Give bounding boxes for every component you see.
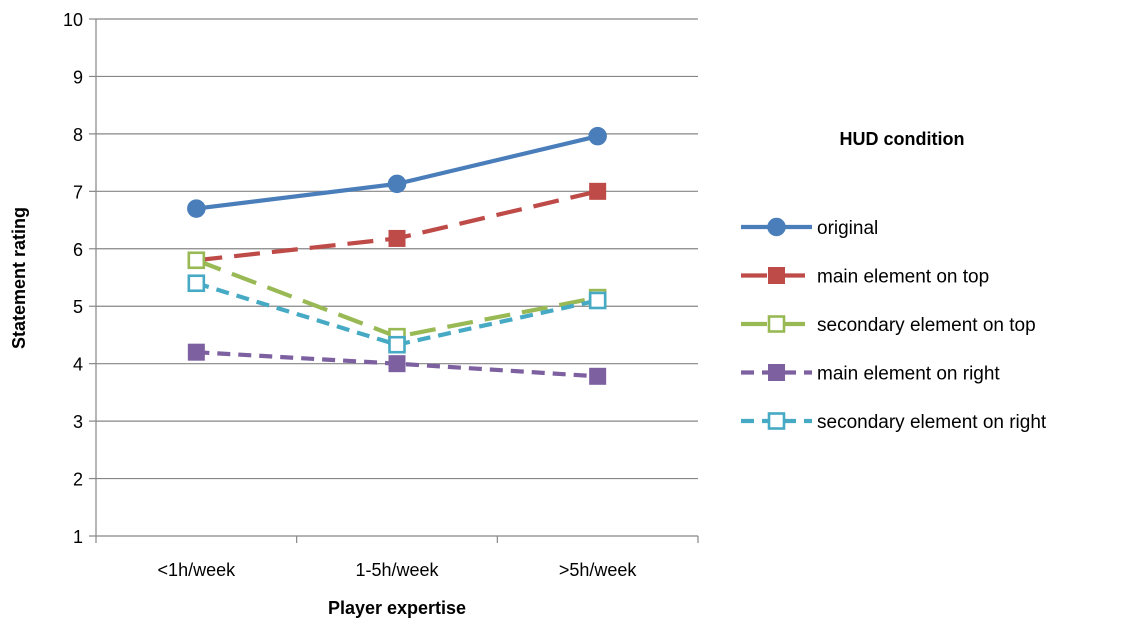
legend: HUD condition original main element on to… — [741, 129, 1047, 433]
series-2 — [187, 182, 607, 269]
data-point — [187, 251, 206, 270]
legend-label: main element on right — [817, 364, 1000, 385]
data-point — [588, 126, 607, 146]
series-group — [187, 126, 607, 385]
legend-item: secondary element on top — [741, 315, 1036, 336]
legend-label: secondary element on top — [817, 315, 1036, 336]
data-point — [187, 199, 206, 218]
legend-title: HUD condition — [840, 129, 965, 149]
y-tick-labels: 1 2 3 4 5 6 7 8 9 10 — [63, 10, 83, 547]
legend-label: main element on top — [817, 267, 989, 288]
y-tick-label: 3 — [73, 412, 83, 432]
y-tick-label: 6 — [73, 240, 83, 260]
x-tick-label: >5h/week — [559, 560, 638, 580]
data-point — [588, 291, 607, 310]
legend-item: original — [741, 217, 878, 239]
data-point — [388, 229, 406, 247]
legend-label: secondary element on right — [817, 412, 1047, 433]
y-tick-label: 8 — [73, 125, 83, 145]
y-tick-label: 10 — [63, 10, 83, 30]
legend-label: original — [817, 218, 878, 239]
series-line — [196, 134, 599, 211]
data-point — [187, 343, 205, 361]
data-point — [387, 174, 407, 194]
axes — [89, 18, 699, 543]
legend-item: main element on top — [741, 267, 989, 288]
legend-item: secondary element on right — [741, 412, 1047, 433]
legend-marker — [767, 412, 786, 430]
data-point — [388, 335, 406, 354]
legend-marker — [767, 315, 786, 333]
series-line — [195, 258, 599, 339]
legend-marker — [768, 364, 785, 381]
y-tick-label: 2 — [73, 470, 83, 490]
series-1 — [187, 126, 607, 218]
y-tick-label: 5 — [73, 297, 83, 317]
series-5 — [187, 274, 607, 354]
x-axis-title: Player expertise — [328, 598, 466, 618]
series-4 — [187, 343, 607, 385]
gridlines — [96, 18, 698, 480]
legend-marker — [767, 217, 786, 237]
data-point — [589, 367, 607, 385]
y-tick-label: 9 — [73, 67, 83, 87]
series-3 — [187, 251, 607, 346]
legend-item: main element on right — [741, 364, 1000, 385]
series-line — [195, 281, 599, 347]
x-tick-label: 1-5h/week — [355, 560, 439, 580]
y-axis-title: Statement rating — [9, 207, 29, 349]
y-tick-label: 4 — [73, 355, 83, 375]
x-tick-label: <1h/week — [158, 560, 237, 580]
y-tick-label: 1 — [73, 527, 83, 547]
x-tick-labels: <1h/week 1-5h/week >5h/week — [158, 560, 638, 580]
data-point — [388, 355, 406, 373]
legend-marker — [768, 267, 785, 284]
y-tick-label: 7 — [73, 182, 83, 202]
data-point — [589, 182, 607, 200]
data-point — [187, 274, 206, 293]
